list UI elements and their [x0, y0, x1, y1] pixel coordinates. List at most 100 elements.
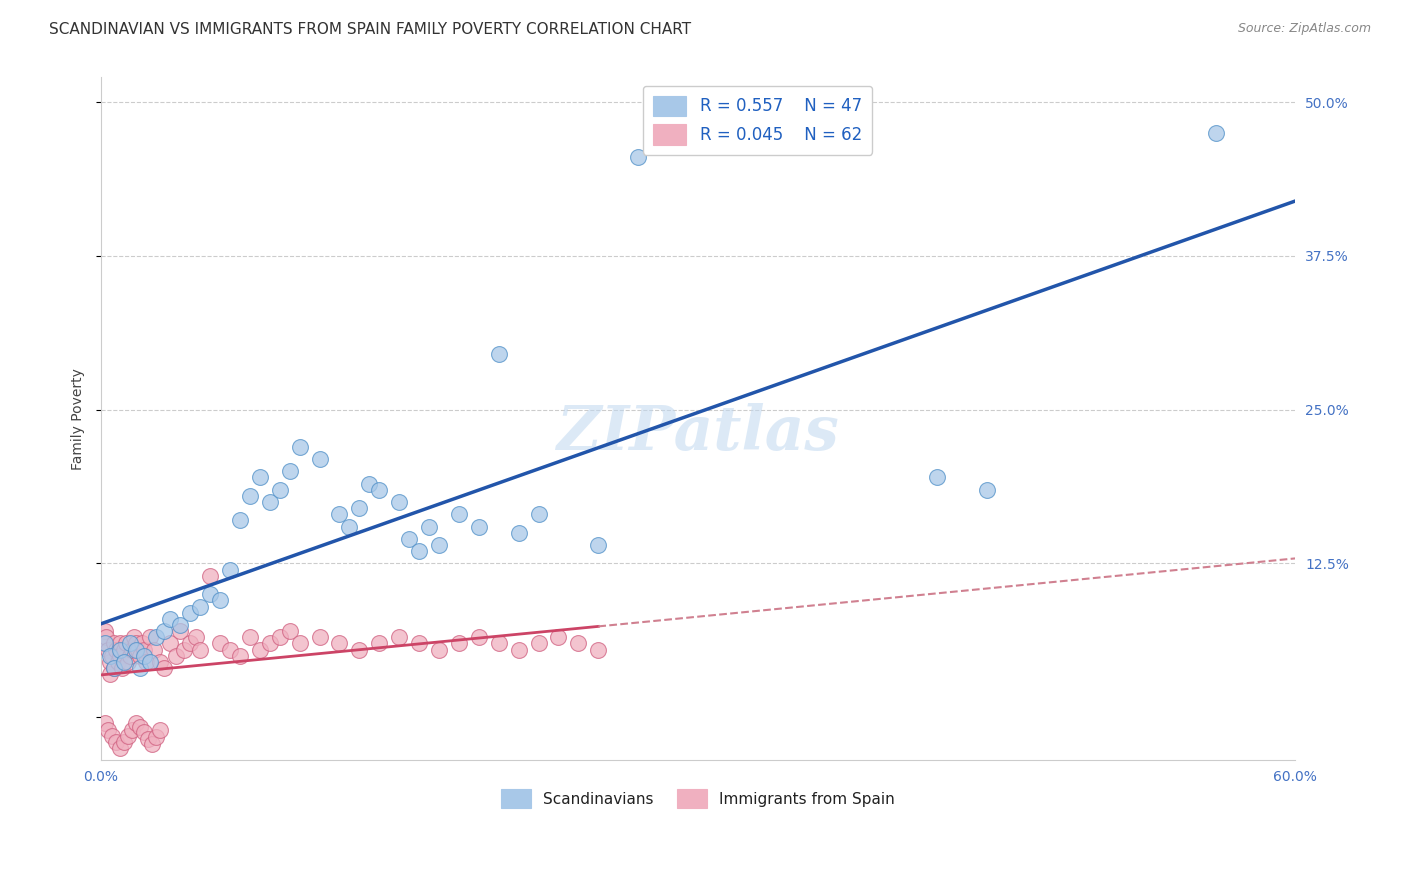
Legend: Scandinavians, Immigrants from Spain: Scandinavians, Immigrants from Spain: [495, 783, 901, 814]
Point: [259, 636, 281, 650]
Point: [588, 642, 610, 657]
Point: [527, 508, 550, 522]
Point: [308, 451, 330, 466]
Point: [427, 538, 450, 552]
Point: [398, 532, 420, 546]
Point: [488, 347, 510, 361]
Point: [408, 636, 430, 650]
Point: [121, 642, 143, 657]
Point: [188, 642, 211, 657]
Point: [110, 741, 132, 756]
Point: [468, 519, 491, 533]
Point: [368, 483, 391, 497]
Point: [198, 569, 221, 583]
Point: [110, 642, 132, 657]
Text: SCANDINAVIAN VS IMMIGRANTS FROM SPAIN FAMILY POVERTY CORRELATION CHART: SCANDINAVIAN VS IMMIGRANTS FROM SPAIN FA…: [49, 22, 692, 37]
Point: [110, 636, 132, 650]
Point: [125, 716, 148, 731]
Point: [139, 630, 162, 644]
Point: [219, 563, 242, 577]
Point: [388, 630, 411, 644]
Point: [129, 661, 152, 675]
Point: [259, 495, 281, 509]
Point: [527, 636, 550, 650]
Point: [229, 513, 252, 527]
Point: [368, 636, 391, 650]
Point: [129, 720, 152, 734]
Point: [120, 648, 142, 663]
Point: [134, 725, 156, 739]
Point: [447, 636, 470, 650]
Point: [112, 642, 135, 657]
Point: [339, 519, 361, 533]
Point: [143, 642, 166, 657]
Point: [976, 483, 998, 497]
Text: Source: ZipAtlas.com: Source: ZipAtlas.com: [1237, 22, 1371, 36]
Point: [588, 538, 610, 552]
Point: [131, 636, 153, 650]
Point: [219, 642, 242, 657]
Y-axis label: Family Poverty: Family Poverty: [72, 368, 86, 470]
Point: [103, 661, 125, 675]
Point: [97, 642, 120, 657]
Point: [408, 544, 430, 558]
Point: [97, 723, 120, 737]
Point: [153, 624, 176, 639]
Point: [101, 648, 124, 663]
Point: [120, 636, 142, 650]
Point: [141, 738, 163, 752]
Point: [100, 648, 122, 663]
Point: [117, 655, 139, 669]
Point: [169, 618, 191, 632]
Point: [101, 729, 124, 743]
Point: [91, 636, 114, 650]
Point: [627, 150, 650, 164]
Point: [349, 642, 371, 657]
Point: [115, 636, 138, 650]
Point: [418, 519, 440, 533]
Point: [153, 661, 176, 675]
Point: [145, 730, 167, 744]
Point: [1205, 126, 1227, 140]
Point: [239, 489, 262, 503]
Point: [179, 636, 201, 650]
Point: [149, 723, 172, 737]
Point: [165, 648, 187, 663]
Point: [208, 636, 231, 650]
Point: [110, 648, 132, 663]
Point: [134, 642, 156, 657]
Point: [105, 642, 128, 657]
Point: [159, 612, 181, 626]
Point: [328, 636, 350, 650]
Point: [269, 483, 291, 497]
Point: [427, 642, 450, 657]
Point: [468, 630, 491, 644]
Point: [249, 642, 271, 657]
Point: [447, 508, 470, 522]
Point: [129, 648, 152, 663]
Point: [249, 470, 271, 484]
Point: [278, 464, 301, 478]
Point: [93, 716, 115, 731]
Point: [359, 476, 381, 491]
Point: [278, 624, 301, 639]
Point: [93, 624, 115, 639]
Point: [349, 501, 371, 516]
Point: [105, 735, 128, 749]
Point: [139, 655, 162, 669]
Point: [239, 630, 262, 644]
Point: [288, 636, 311, 650]
Point: [488, 636, 510, 650]
Point: [103, 636, 125, 650]
Point: [117, 729, 139, 743]
Point: [269, 630, 291, 644]
Point: [111, 661, 134, 675]
Point: [288, 440, 311, 454]
Point: [159, 636, 181, 650]
Point: [100, 667, 122, 681]
Point: [124, 630, 146, 644]
Text: ZIPatlas: ZIPatlas: [557, 402, 839, 463]
Point: [308, 630, 330, 644]
Point: [136, 732, 159, 747]
Point: [173, 642, 195, 657]
